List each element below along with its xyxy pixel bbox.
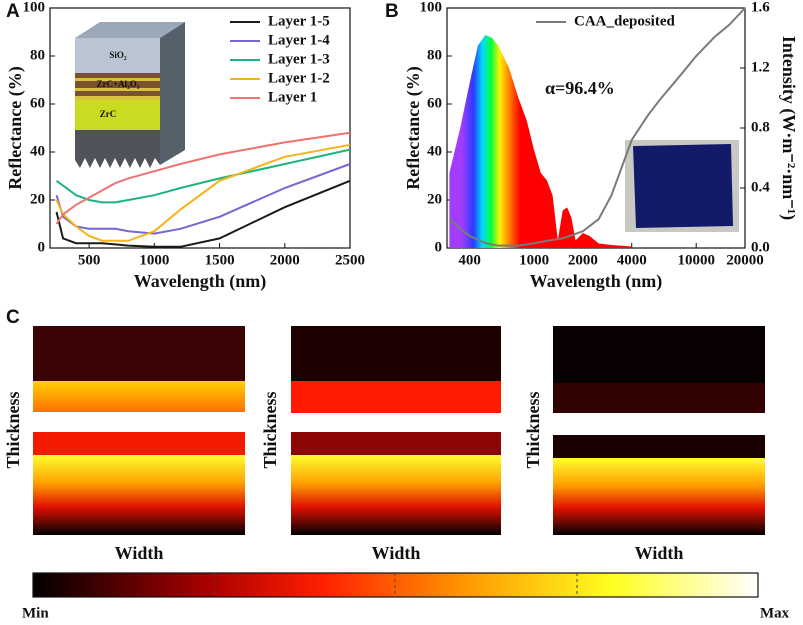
- y2-tick-label: 0.0: [751, 239, 770, 255]
- line: [55, 131, 351, 225]
- y-label: Thickness: [523, 391, 543, 468]
- y-tick-label: 60: [30, 95, 45, 111]
- inset-label: ZrC: [100, 109, 117, 119]
- y-axis-title: Reflectance (%): [5, 66, 26, 189]
- y2-tick-label: 1.6: [751, 0, 770, 15]
- y2-tick-label: 1.2: [751, 59, 770, 75]
- annotation: α=96.4%: [545, 78, 615, 98]
- y-tick-label: 60: [427, 95, 442, 111]
- y-tick-label: 80: [30, 47, 45, 63]
- colorbar: Min Max: [22, 572, 790, 621]
- y-tick-label: 100: [420, 0, 443, 15]
- x-label: Width: [372, 543, 421, 563]
- inset-label: ZrC+Al₂O₃: [96, 79, 139, 89]
- x-axis-title: Wavelength (nm): [134, 271, 267, 292]
- x-tick-label: 2000: [568, 252, 598, 268]
- y-tick-label: 40: [427, 143, 442, 159]
- x-label: Width: [635, 543, 684, 563]
- area: [449, 35, 632, 248]
- panel-label: C: [6, 307, 20, 328]
- x-tick-label: 500: [78, 252, 101, 268]
- plot-frame: [49, 7, 351, 249]
- y-tick-label: 0: [38, 239, 46, 255]
- colorbar-min: Min: [22, 605, 49, 621]
- x-tick-label: 1500: [205, 252, 235, 268]
- x-tick-label: 2500: [335, 252, 365, 268]
- y-label: Thickness: [3, 391, 23, 468]
- panel-a: A SiO₂ ZrC+Al₂O₃ ZrC Wavelength (nm) Refl…: [5, 0, 365, 292]
- line: [55, 179, 351, 248]
- inset-photo: [625, 140, 739, 232]
- inset-structure: SiO₂ ZrC+Al₂O₃ ZrC: [75, 22, 185, 168]
- y-tick-label: 100: [23, 0, 46, 15]
- y-tick-label: 0: [435, 239, 443, 255]
- x-tick-label: 20000: [726, 252, 764, 268]
- legend-label: Layer 1-5: [268, 13, 330, 29]
- y-label: Thickness: [260, 391, 280, 468]
- line: [55, 143, 351, 242]
- x-tick-label: 1000: [519, 252, 549, 268]
- x-label: Width: [115, 543, 164, 563]
- legend-label: CAA_deposited: [574, 13, 675, 29]
- panel-c: C Thickness Width Thickness Width Thickn…: [3, 307, 790, 621]
- legend-label: Layer 1: [268, 89, 317, 105]
- x-tick-label: 400: [458, 252, 481, 268]
- panel-label: A: [6, 1, 20, 22]
- line: [448, 7, 746, 247]
- inset-label: SiO₂: [109, 50, 127, 60]
- y2-tick-label: 0.4: [751, 179, 770, 195]
- colorbar-max: Max: [760, 605, 790, 621]
- heatmap: Thickness Width: [523, 326, 765, 563]
- legend-label: Layer 1-4: [268, 32, 330, 48]
- heatmap: Thickness Width: [3, 326, 245, 563]
- y-tick-label: 40: [30, 143, 45, 159]
- x-axis-title: Wavelength (nm): [530, 271, 663, 292]
- y2-axis-title: Intensity (W·m⁻²·nm⁻¹): [778, 36, 799, 220]
- x-tick-label: 2000: [270, 252, 300, 268]
- y-tick-label: 20: [427, 191, 442, 207]
- x-tick-label: 4000: [617, 252, 647, 268]
- x-tick-label: 1000: [139, 252, 169, 268]
- y-tick-label: 80: [427, 47, 442, 63]
- x-tick-label: 10000: [677, 252, 715, 268]
- legend-label: Layer 1-2: [268, 70, 330, 86]
- panel-label: B: [385, 1, 399, 22]
- y-tick-label: 20: [30, 191, 45, 207]
- legend-label: Layer 1-3: [268, 51, 330, 67]
- y2-tick-label: 0.8: [751, 119, 770, 135]
- y-axis-title: Reflectance (%): [403, 66, 424, 189]
- heatmap: Thickness Width: [260, 326, 501, 563]
- panel-b: B α=96.4% Wavelength (nm) Reflectance (%)…: [385, 0, 799, 292]
